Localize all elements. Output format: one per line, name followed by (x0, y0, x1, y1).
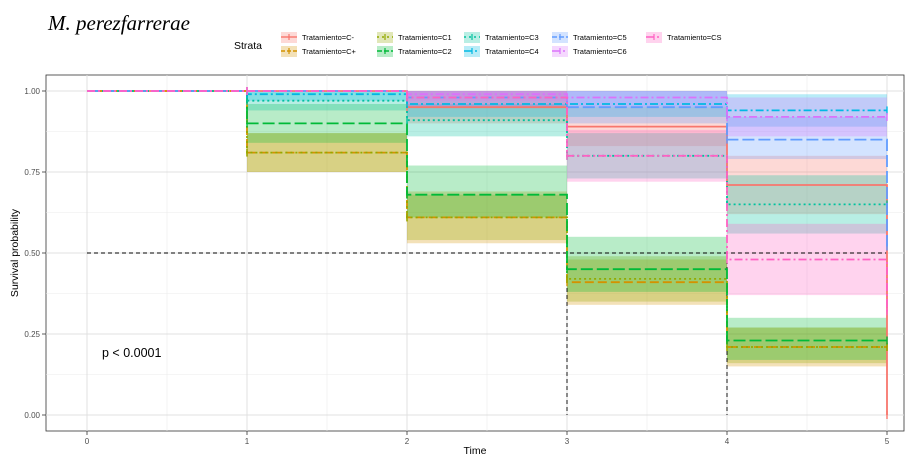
axes: 0 1 2 3 4 5 0.00 0.25 0.50 0.75 1.00 (24, 87, 889, 446)
legend-label: Tratamiento=C+ (302, 47, 357, 56)
confidence-band (727, 327, 887, 364)
confidence-band (727, 317, 887, 360)
y-tick-label: 0.00 (24, 411, 40, 420)
legend-label: Tratamiento=C6 (573, 47, 627, 56)
survival-curve (87, 90, 888, 312)
y-axis-label: Survival probability (9, 208, 21, 297)
x-tick-label: 5 (885, 437, 890, 446)
legend-title: Strata (234, 40, 262, 52)
x-tick-label: 3 (565, 437, 570, 446)
y-tick-label: 0.25 (24, 330, 40, 339)
legend-label: Tratamiento=C1 (398, 33, 452, 42)
legend-label: Tratamiento=C4 (485, 47, 539, 56)
x-tick-label: 1 (245, 437, 250, 446)
y-tick-label: 1.00 (24, 87, 40, 96)
confidence-band (247, 91, 407, 101)
p-value-annotation: p < 0.0001 (102, 346, 161, 360)
survival-curves (87, 87, 888, 419)
y-tick-label: 0.75 (24, 168, 40, 177)
confidence-band (247, 91, 407, 111)
confidence-band (727, 116, 887, 160)
legend-label: Tratamiento=C2 (398, 47, 452, 56)
confidence-band (567, 236, 727, 292)
survival-curve (87, 90, 887, 342)
confidence-band (407, 165, 567, 218)
legend: Strata Tratamiento=C- Tratamiento=C+ Trata… (234, 32, 722, 57)
x-tick-label: 2 (405, 437, 410, 446)
y-tick-label: 0.50 (24, 249, 40, 258)
legend-label: Tratamiento=C5 (573, 33, 627, 42)
chart-title: M. perezfarrerae (47, 11, 190, 35)
x-tick-label: 4 (725, 437, 730, 446)
legend-label: Tratamiento=C- (302, 33, 355, 42)
x-tick-label: 0 (85, 437, 90, 446)
x-axis-label: Time (464, 445, 487, 457)
legend-label: Tratamiento=CS (667, 33, 722, 42)
legend-label: Tratamiento=C3 (485, 33, 539, 42)
confidence-band (407, 91, 567, 101)
